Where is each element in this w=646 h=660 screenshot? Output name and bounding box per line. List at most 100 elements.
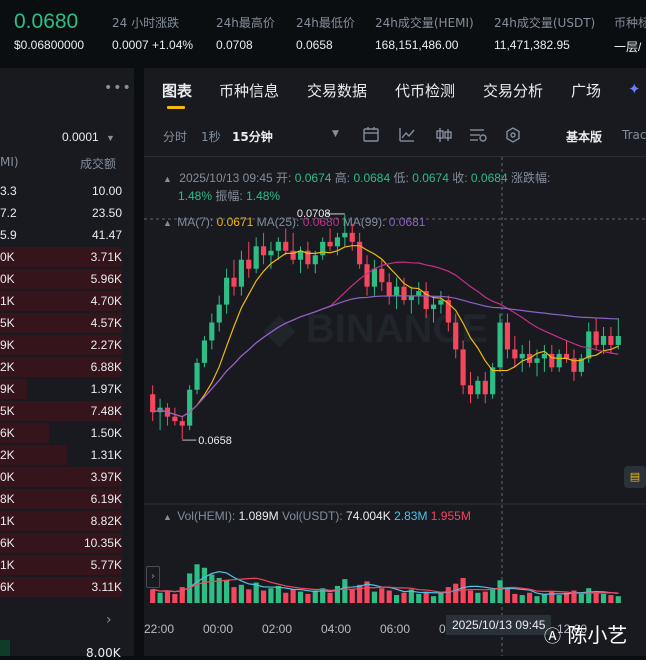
volume-bar xyxy=(608,595,614,603)
volume-ma-lines xyxy=(152,570,619,595)
depth-bar xyxy=(0,357,122,377)
row-total: 2.27K xyxy=(90,338,122,352)
indicator-icon[interactable] xyxy=(399,128,415,142)
row-total: 3.71K xyxy=(90,250,122,264)
calendar-icon[interactable] xyxy=(363,127,379,142)
tab-trade-data[interactable]: 交易数据 xyxy=(307,82,368,100)
candle-body xyxy=(393,286,400,296)
row-total: 1.97K xyxy=(90,382,122,396)
row-total: 6.88K xyxy=(90,360,122,374)
row-total: 5.96K xyxy=(90,272,122,286)
volume-bar xyxy=(275,585,281,603)
tab-trade-analysis[interactable]: 交易分析 xyxy=(483,82,544,100)
volume-bar xyxy=(578,593,584,603)
drawing-tool-icon[interactable] xyxy=(470,129,487,142)
volume-bar xyxy=(571,590,577,603)
precision-select[interactable]: 0.0001 ▼ xyxy=(62,130,115,144)
collapse-icon[interactable]: ▲ xyxy=(163,174,172,184)
collapse-vol-icon[interactable]: ▲ xyxy=(163,512,172,522)
tab-token-check[interactable]: 代币检测 xyxy=(395,82,456,100)
order-book-row[interactable]: 3.3 10.00 xyxy=(0,180,134,202)
order-book-row[interactable]: 6K 10.35K xyxy=(0,532,134,554)
order-book-row[interactable]: 1K 4.70K xyxy=(0,290,134,312)
candle-body xyxy=(290,250,296,260)
interval-timeline[interactable]: 分时 xyxy=(163,130,188,144)
candle-body xyxy=(497,322,503,368)
tradingview-button[interactable]: Trac xyxy=(622,128,646,142)
order-book-row[interactable]: 7.2 23.50 xyxy=(0,202,134,224)
notes-icon[interactable]: ▤ xyxy=(624,466,646,488)
candle-info: ▲ 2025/10/13 09:45 开: 0.0674 高: 0.0684 低… xyxy=(163,169,550,186)
volume-bar xyxy=(260,590,267,603)
expand-left-icon[interactable]: › xyxy=(146,566,160,588)
volume-bar xyxy=(312,590,318,603)
vol-usdt-value: 74.004K xyxy=(346,509,391,523)
row-qty: 6K xyxy=(0,580,15,594)
last-price: 0.0680 xyxy=(14,10,79,33)
order-book-row[interactable]: 1K 8.82K xyxy=(0,510,134,532)
tab-chart[interactable]: 图表 xyxy=(162,82,193,100)
order-book-row[interactable]: 0K 5.96K xyxy=(0,268,134,290)
close-value: 0.0684 xyxy=(470,171,508,185)
chevron-down-icon: ▼ xyxy=(106,133,115,143)
volume-bar xyxy=(453,583,459,603)
candle-body xyxy=(320,241,326,256)
volume-bar xyxy=(209,574,215,603)
order-book-row[interactable]: 6K 3.11K xyxy=(0,576,134,598)
ai-sparkle-icon[interactable]: ✦ xyxy=(628,80,641,98)
stat-low-label: 24h最低价 xyxy=(296,16,355,30)
change-value: 1.48% xyxy=(178,189,213,203)
candle-body xyxy=(260,246,267,256)
candle-body xyxy=(408,295,414,301)
candle-body xyxy=(563,353,570,359)
candle-style-icon[interactable] xyxy=(436,128,452,142)
volume-bar xyxy=(586,588,592,603)
stat-change-value: 0.0007 +1.04% xyxy=(112,38,194,52)
stat-token-tag-label: 币种标 xyxy=(614,16,646,30)
tab-square[interactable]: 广场 xyxy=(571,82,602,100)
order-book-row[interactable]: 2K 6.88K xyxy=(0,356,134,378)
volume-bar xyxy=(320,588,326,603)
volume-bar xyxy=(467,590,474,603)
volume-bar xyxy=(364,581,370,603)
volume-bar xyxy=(179,587,185,603)
volume-bar xyxy=(549,591,555,603)
order-book-row[interactable]: 9K 2.27K xyxy=(0,334,134,356)
interval-15m[interactable]: 15分钟 xyxy=(232,130,273,144)
candle-body xyxy=(453,322,459,350)
basic-version-button[interactable]: 基本版 xyxy=(566,130,603,144)
amp-value: 1.48% xyxy=(246,189,281,203)
order-book-row[interactable]: 5K 7.48K xyxy=(0,400,134,422)
settings-icon[interactable] xyxy=(506,127,520,143)
row-qty: 9K xyxy=(0,382,15,396)
order-book-row[interactable]: 0K 3.97K xyxy=(0,466,134,488)
more-dots-icon[interactable]: ••• xyxy=(104,80,132,96)
collapse-ma-icon[interactable]: ▲ xyxy=(163,218,172,228)
candle-body xyxy=(253,246,259,269)
stat-change-label: 24 小时涨跌 xyxy=(112,16,180,30)
interval-1s[interactable]: 1秒 xyxy=(201,130,221,144)
row-total: 3.97K xyxy=(90,470,122,484)
order-book-row[interactable]: 5.9 41.47 xyxy=(0,224,134,246)
row-qty: 0K xyxy=(0,250,15,264)
interval-dropdown-icon[interactable]: ▼ xyxy=(332,129,339,139)
order-book-row[interactable]: 1K 5.77K xyxy=(0,554,134,576)
tab-token-info[interactable]: 币种信息 xyxy=(219,82,280,100)
candle-body xyxy=(268,250,274,256)
order-book-row[interactable]: 5K 4.57K xyxy=(0,312,134,334)
order-book-row[interactable]: 0K 3.71K xyxy=(0,246,134,268)
order-book-row[interactable]: 8K 6.19K xyxy=(0,488,134,510)
candle-body xyxy=(608,335,614,345)
volume-bar xyxy=(327,592,333,603)
volume-bar xyxy=(224,580,230,603)
order-book-row[interactable]: 9K 1.97K xyxy=(0,378,134,400)
stat-token-tag-value[interactable]: 一层/ xyxy=(614,40,642,54)
vol-hemi-value: 1.089M xyxy=(238,509,279,523)
chevron-right-icon[interactable]: › xyxy=(106,612,112,628)
order-book-row[interactable]: 6K 1.50K xyxy=(0,422,134,444)
order-book-row[interactable]: 2K 1.31K xyxy=(0,444,134,466)
row-qty: 6K xyxy=(0,536,15,550)
col-qty-header: MI) xyxy=(0,155,19,169)
depth-bar xyxy=(0,511,122,531)
